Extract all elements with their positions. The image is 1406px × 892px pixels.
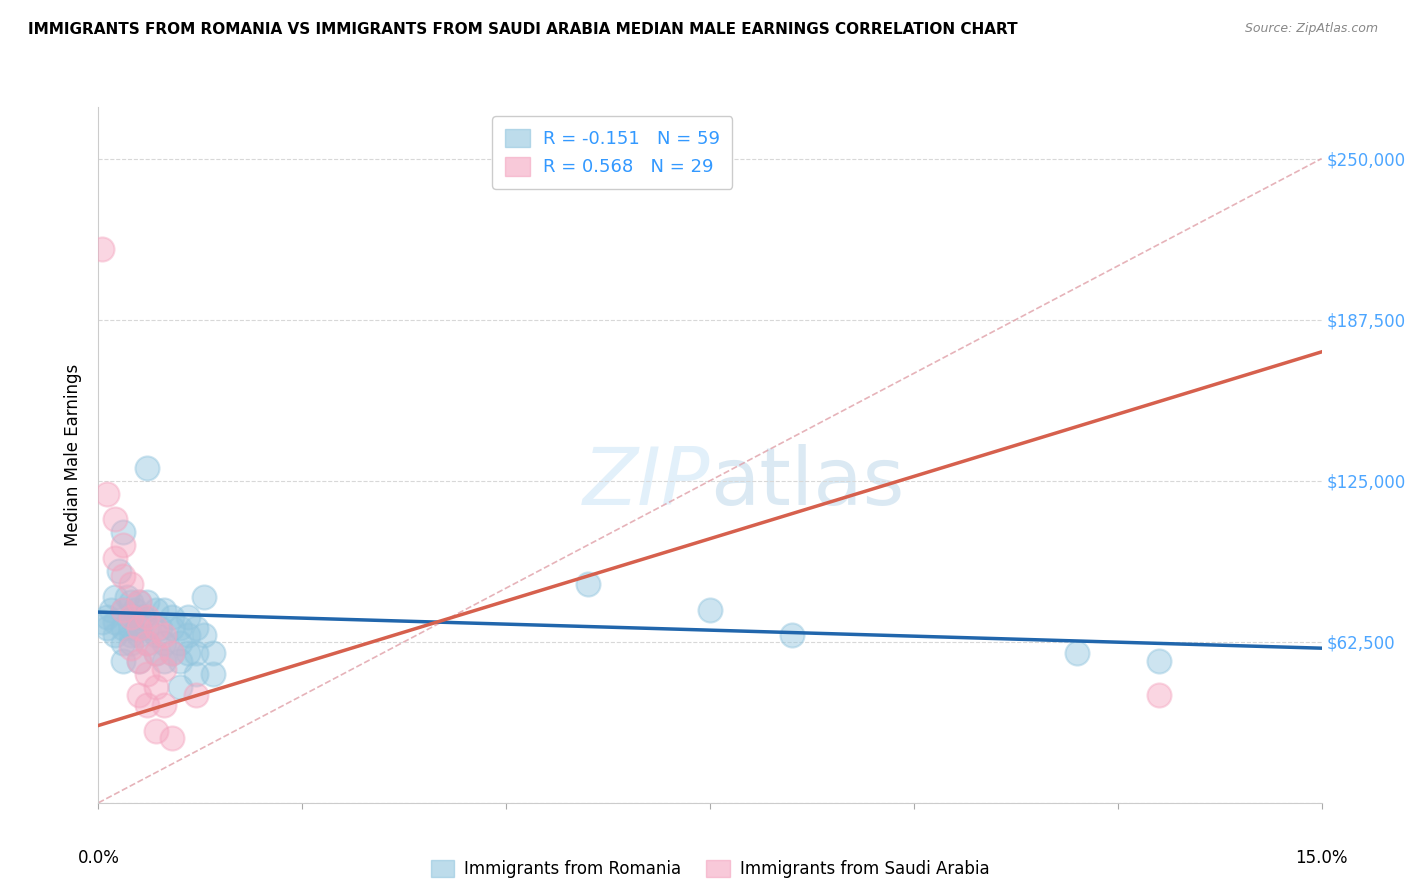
Text: 15.0%: 15.0% xyxy=(1295,849,1348,867)
Point xyxy=(780,628,803,642)
Point xyxy=(91,615,114,630)
Point xyxy=(111,654,134,668)
Point xyxy=(136,667,159,681)
Point xyxy=(91,242,114,256)
Point xyxy=(120,641,142,656)
Text: 0.0%: 0.0% xyxy=(77,849,120,867)
Point xyxy=(160,646,183,660)
Point xyxy=(120,621,142,635)
Text: ZIP: ZIP xyxy=(582,443,710,522)
Point xyxy=(136,636,159,650)
Point xyxy=(193,590,215,604)
Point xyxy=(145,602,167,616)
Point xyxy=(160,731,183,746)
Point xyxy=(128,688,150,702)
Point xyxy=(145,646,167,660)
Point xyxy=(699,602,721,616)
Point xyxy=(104,551,127,566)
Point xyxy=(152,662,174,676)
Point xyxy=(124,602,146,616)
Point xyxy=(186,621,208,635)
Point xyxy=(145,621,167,635)
Point xyxy=(120,610,142,624)
Point xyxy=(111,602,134,616)
Point xyxy=(111,602,134,616)
Point xyxy=(115,590,138,604)
Text: IMMIGRANTS FROM ROMANIA VS IMMIGRANTS FROM SAUDI ARABIA MEDIAN MALE EARNINGS COR: IMMIGRANTS FROM ROMANIA VS IMMIGRANTS FR… xyxy=(28,22,1018,37)
Point xyxy=(152,628,174,642)
Point xyxy=(128,595,150,609)
Point xyxy=(128,654,150,668)
Point xyxy=(128,621,150,635)
Point xyxy=(1066,646,1088,660)
Point xyxy=(111,569,134,583)
Point xyxy=(169,654,191,668)
Point xyxy=(152,698,174,712)
Point xyxy=(186,667,208,681)
Point xyxy=(152,636,174,650)
Point xyxy=(160,610,183,624)
Point xyxy=(193,628,215,642)
Point xyxy=(177,628,200,642)
Point xyxy=(104,590,127,604)
Text: Source: ZipAtlas.com: Source: ZipAtlas.com xyxy=(1244,22,1378,36)
Point xyxy=(120,576,142,591)
Point xyxy=(136,610,159,624)
Point xyxy=(96,486,118,500)
Point xyxy=(186,646,208,660)
Point xyxy=(128,610,150,624)
Point xyxy=(145,628,167,642)
Point xyxy=(576,576,599,591)
Text: atlas: atlas xyxy=(710,443,904,522)
Point xyxy=(132,610,155,624)
Y-axis label: Median Male Earnings: Median Male Earnings xyxy=(65,364,83,546)
Point xyxy=(186,688,208,702)
Point xyxy=(152,654,174,668)
Point xyxy=(145,680,167,694)
Point xyxy=(136,595,159,609)
Point xyxy=(177,610,200,624)
Point xyxy=(201,646,224,660)
Point xyxy=(177,646,200,660)
Point xyxy=(152,602,174,616)
Point xyxy=(1147,688,1170,702)
Point xyxy=(120,636,142,650)
Point xyxy=(169,636,191,650)
Point xyxy=(128,595,150,609)
Point xyxy=(104,628,127,642)
Point xyxy=(100,602,122,616)
Point xyxy=(104,512,127,526)
Point xyxy=(136,698,159,712)
Point xyxy=(149,621,172,635)
Point xyxy=(1147,654,1170,668)
Point xyxy=(111,636,134,650)
Point xyxy=(111,621,134,635)
Point xyxy=(111,538,134,552)
Point xyxy=(201,667,224,681)
Point xyxy=(104,615,127,630)
Point xyxy=(120,595,142,609)
Point xyxy=(96,621,118,635)
Point xyxy=(169,680,191,694)
Point xyxy=(128,628,150,642)
Point xyxy=(108,564,131,578)
Point xyxy=(136,636,159,650)
Point xyxy=(128,621,150,635)
Point xyxy=(160,646,183,660)
Point xyxy=(120,628,142,642)
Point xyxy=(145,723,167,738)
Point xyxy=(136,621,159,635)
Point xyxy=(111,525,134,540)
Point xyxy=(145,646,167,660)
Point xyxy=(169,621,191,635)
Point xyxy=(136,460,159,475)
Point xyxy=(120,610,142,624)
Point xyxy=(96,610,118,624)
Legend: Immigrants from Romania, Immigrants from Saudi Arabia: Immigrants from Romania, Immigrants from… xyxy=(425,854,995,885)
Point xyxy=(160,621,183,635)
Point xyxy=(128,654,150,668)
